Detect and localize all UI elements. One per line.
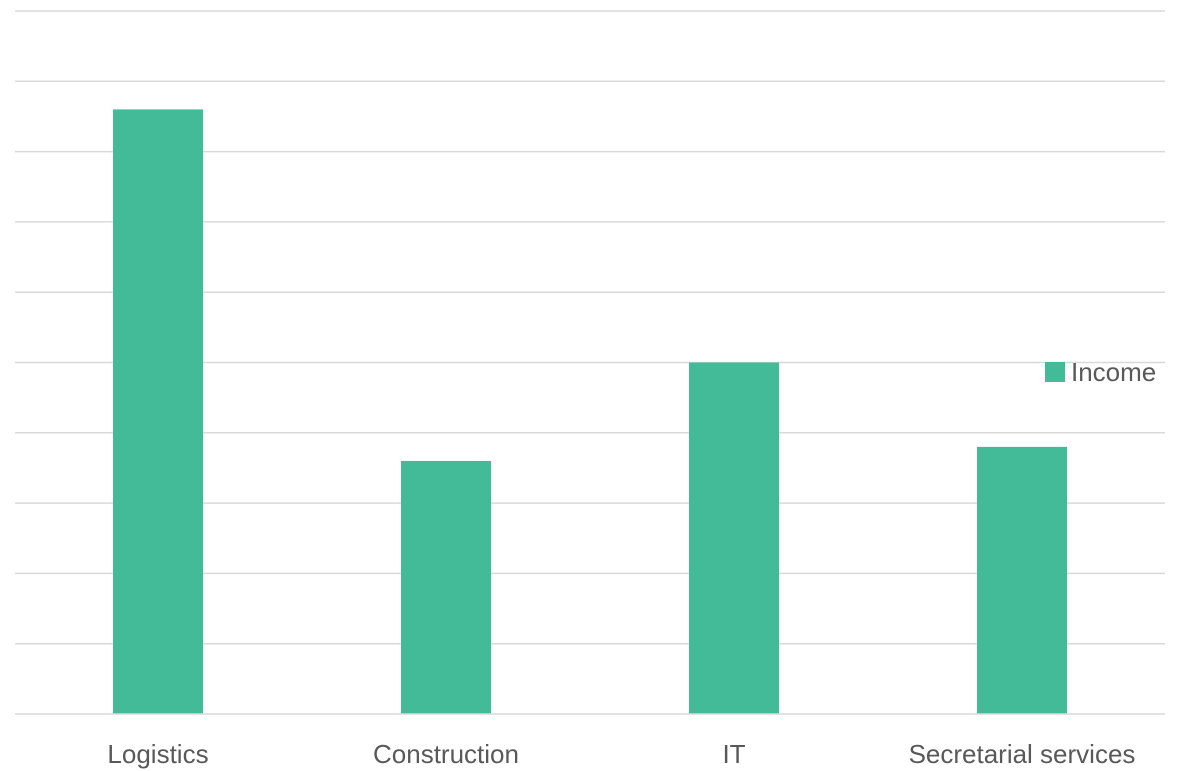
legend: Income xyxy=(1045,357,1156,387)
bar-series-income xyxy=(113,109,1067,715)
gridlines xyxy=(15,10,1165,645)
bar-construction xyxy=(401,460,491,714)
category-label-it: IT xyxy=(722,739,745,769)
category-label-logistics: Logistics xyxy=(107,739,208,769)
legend-label-income: Income xyxy=(1071,357,1156,387)
bar-secretarial-services xyxy=(977,446,1067,714)
bar-logistics xyxy=(113,109,203,715)
category-label-secretarial-services: Secretarial services xyxy=(909,739,1136,769)
legend-swatch-income xyxy=(1045,362,1065,382)
category-axis-labels: Logistics Construction IT Secretarial servi… xyxy=(107,739,1135,769)
bar-it xyxy=(689,362,779,714)
category-label-construction: Construction xyxy=(373,739,519,769)
